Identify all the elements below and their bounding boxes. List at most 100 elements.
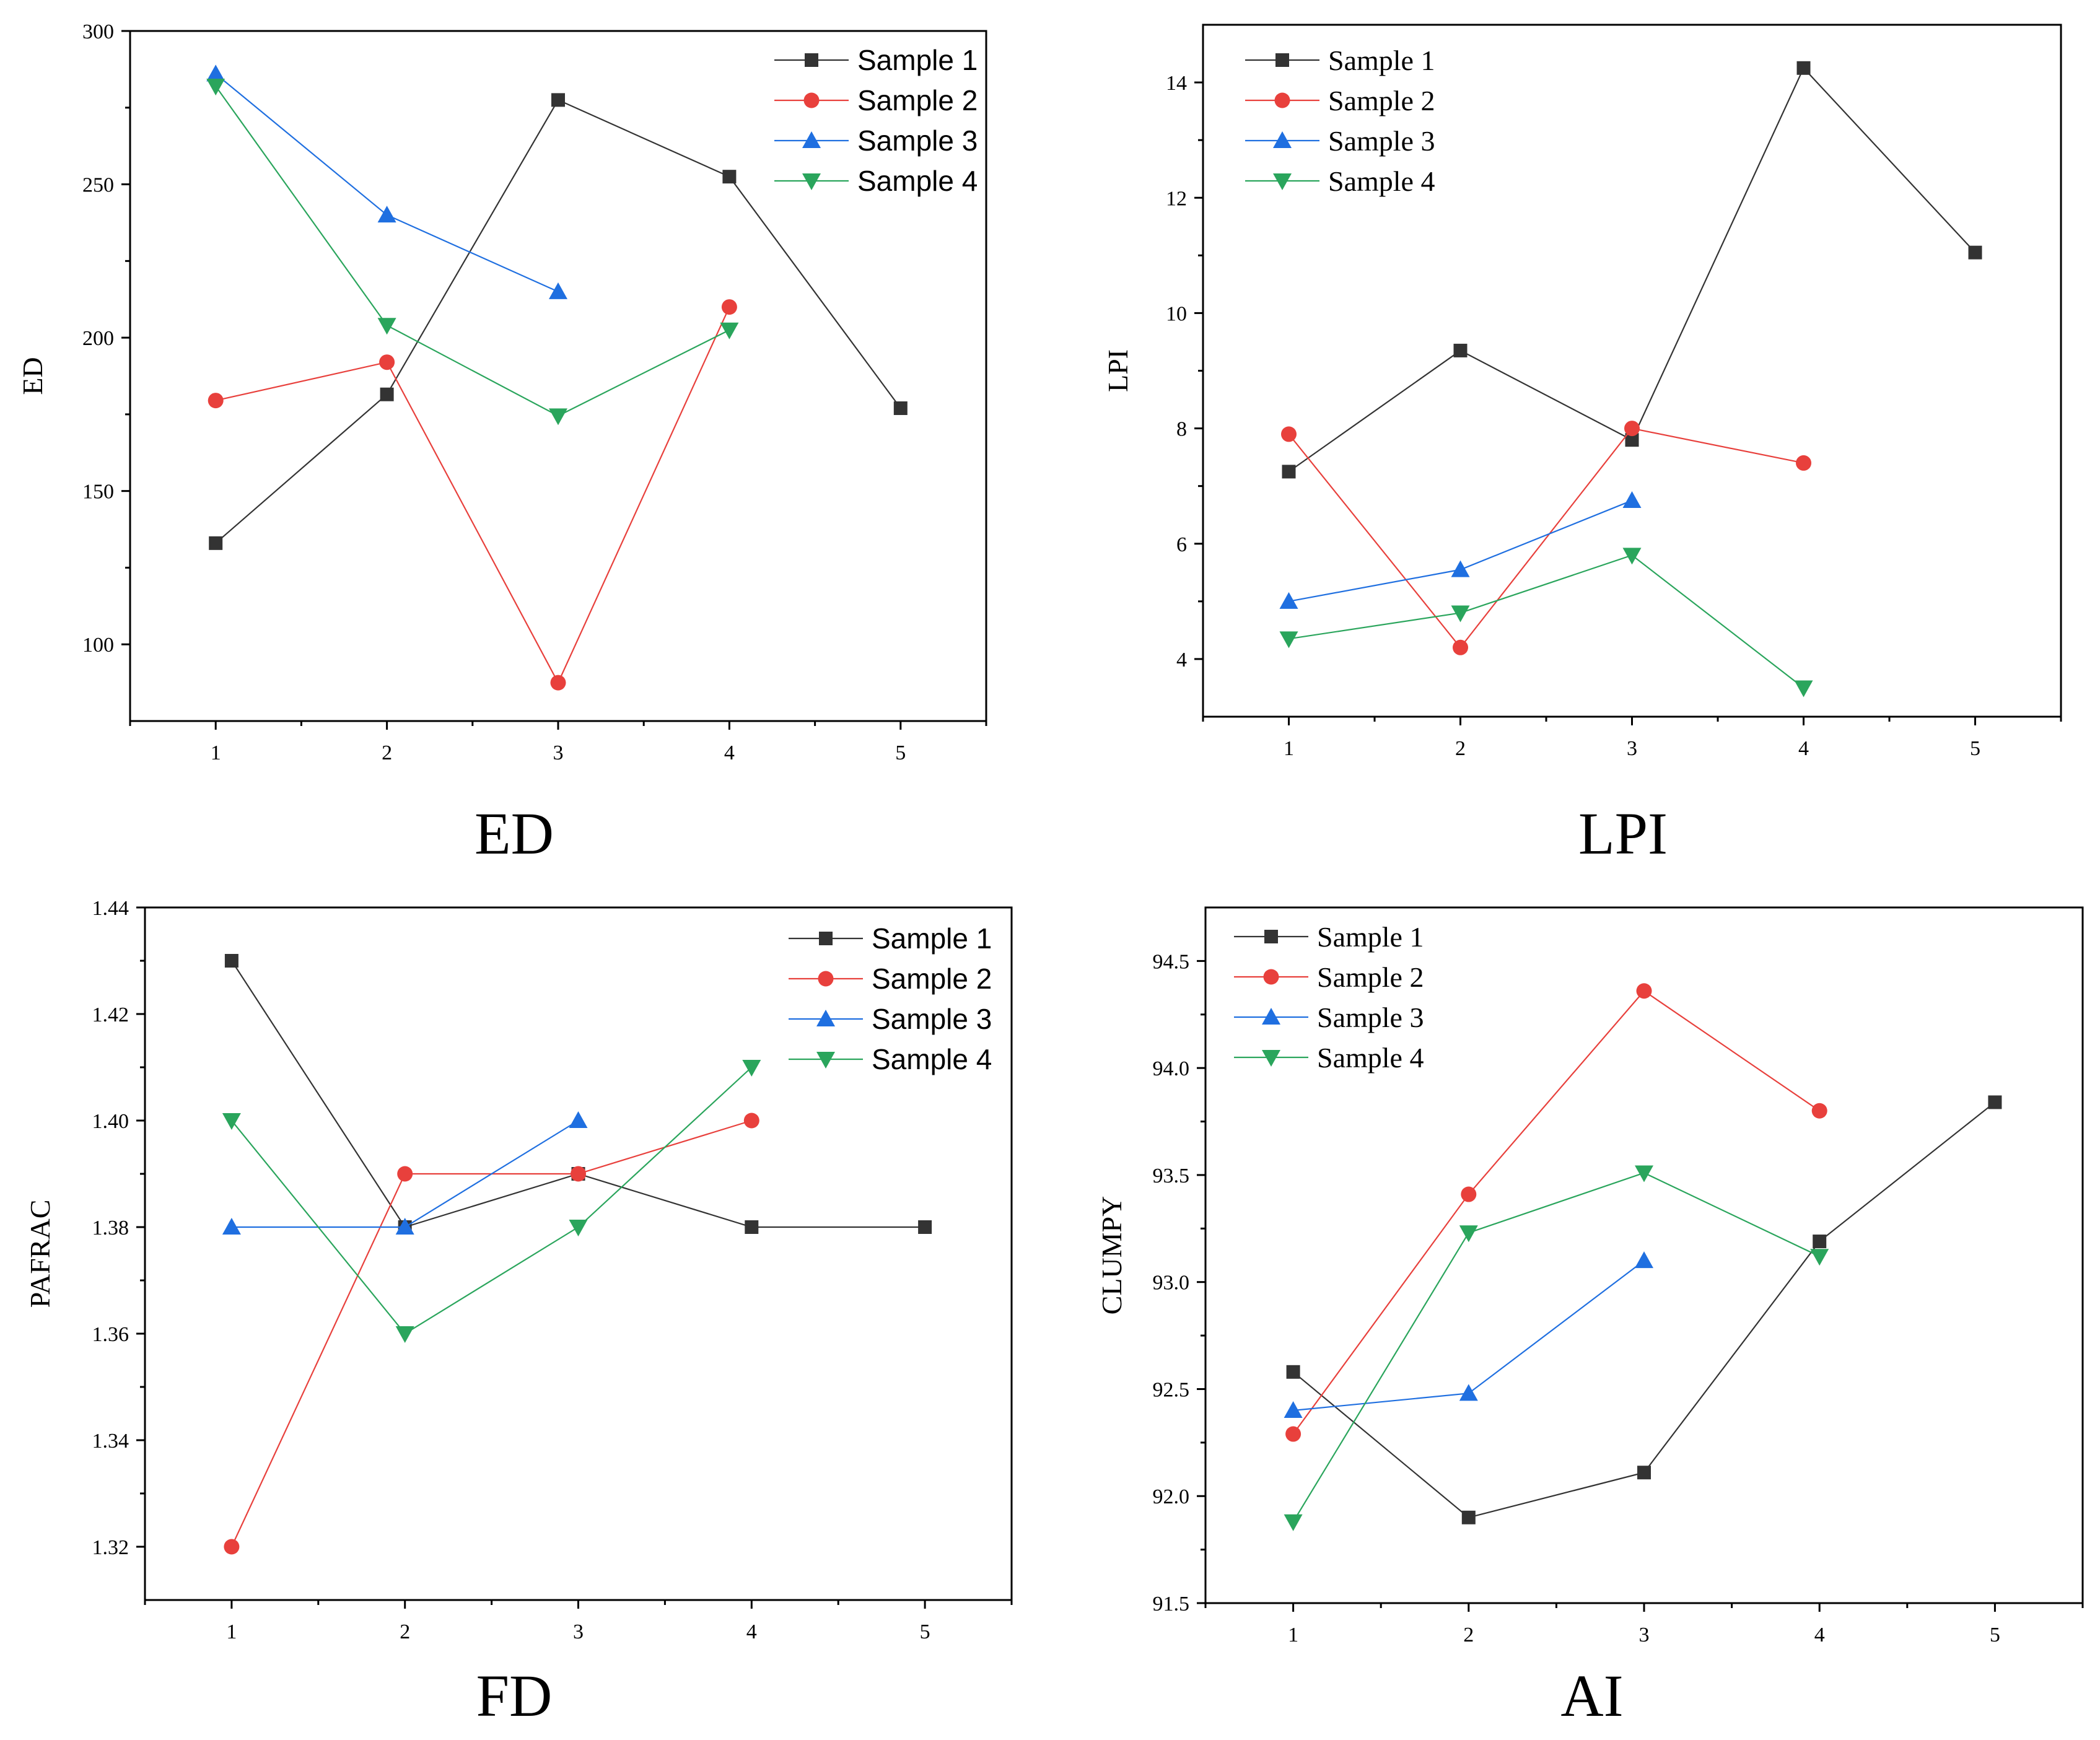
series-line — [215, 307, 730, 684]
data-point — [377, 318, 396, 335]
series-sample-2 — [1285, 983, 1827, 1442]
series-line — [215, 73, 559, 292]
legend-label: Sample 3 — [1317, 1002, 1424, 1033]
series-sample-4 — [222, 1060, 761, 1343]
x-tick-label: 2 — [1463, 1624, 1474, 1646]
y-tick-label: 300 — [82, 20, 114, 43]
y-tick-label: 10 — [1166, 302, 1187, 325]
data-point — [222, 1218, 241, 1235]
data-point — [1285, 1426, 1302, 1442]
data-point — [549, 282, 567, 299]
legend-marker — [802, 173, 821, 190]
y-tick-label: 8 — [1176, 418, 1187, 441]
data-point — [1635, 1165, 1653, 1183]
data-point — [1453, 343, 1468, 357]
legend-marker — [816, 1010, 835, 1026]
legend-marker — [805, 53, 818, 67]
data-point — [1281, 426, 1297, 442]
series-sample-1 — [1286, 1095, 2002, 1524]
data-point — [1279, 631, 1298, 649]
legend-label: Sample 4 — [857, 165, 978, 197]
legend-marker — [816, 1052, 835, 1069]
data-point — [1622, 548, 1642, 565]
data-point — [1279, 592, 1298, 609]
data-point — [1968, 245, 1982, 260]
data-point — [918, 1220, 932, 1234]
legend-label: Sample 4 — [872, 1043, 992, 1075]
legend-label: Sample 4 — [1328, 165, 1435, 197]
legend-label: Sample 1 — [1328, 45, 1435, 76]
legend-label: Sample 2 — [1328, 85, 1435, 116]
legend-marker — [818, 971, 834, 987]
data-point — [1461, 1510, 1476, 1524]
y-tick-label: 250 — [82, 174, 114, 197]
legend-label: Sample 1 — [857, 44, 978, 76]
legend-label: Sample 2 — [857, 84, 978, 116]
legend: Sample 1 Sample 2 Sample 3 Sample 4 — [774, 44, 978, 197]
series-line — [1292, 990, 1820, 1435]
series-sample-2 — [1281, 421, 1811, 655]
y-axis-label: PAFRAC — [24, 1200, 56, 1308]
x-tick-label: 3 — [573, 1620, 584, 1643]
data-point — [721, 299, 737, 315]
data-point — [551, 93, 565, 107]
x-tick-label: 4 — [724, 741, 735, 764]
data-point — [1625, 433, 1639, 447]
series-line — [1292, 1172, 1820, 1523]
y-tick-label: 94.5 — [1153, 950, 1190, 973]
x-tick-label: 4 — [1814, 1624, 1825, 1646]
legend-marker — [1264, 930, 1278, 943]
y-tick-label: 1.44 — [92, 897, 129, 920]
legend-label: Sample 1 — [872, 922, 992, 955]
data-point — [206, 79, 225, 96]
y-tick-label: 6 — [1176, 533, 1187, 556]
y-tick-label: 92.5 — [1153, 1378, 1190, 1401]
x-tick-label: 5 — [1990, 1624, 2000, 1646]
legend-marker — [1275, 53, 1289, 67]
data-point — [1459, 1225, 1478, 1243]
data-point — [1810, 1249, 1829, 1266]
data-point — [1622, 491, 1642, 508]
chart-panel-ai: 1 2 3 4 5 91.5 92.0 92.5 93.0 93.5 94.0 94.5 CLUMPY S… — [1096, 906, 2084, 1729]
data-point — [569, 1220, 588, 1236]
series-sample-1 — [224, 954, 932, 1234]
data-point — [1811, 1103, 1827, 1119]
x-tick-label: 2 — [1455, 737, 1466, 760]
y-axis-label: CLUMPY — [1096, 1196, 1127, 1315]
x-tick-label: 3 — [553, 741, 564, 764]
legend-label: Sample 4 — [1317, 1042, 1424, 1073]
data-point — [379, 354, 395, 370]
panel-caption: ED — [475, 800, 554, 867]
x-tick-label: 5 — [920, 1620, 930, 1643]
data-point — [1461, 1186, 1477, 1202]
y-tick-label: 150 — [82, 481, 114, 504]
data-point — [224, 1539, 240, 1555]
series-sample-4 — [1284, 1165, 1829, 1531]
data-point — [1451, 560, 1470, 577]
series-sample-3 — [222, 1111, 588, 1235]
legend-marker — [802, 131, 821, 148]
data-point — [1624, 421, 1640, 437]
data-point — [1286, 1365, 1300, 1379]
data-point — [720, 322, 739, 339]
legend-marker — [1273, 131, 1292, 148]
legend-label: Sample 1 — [1317, 921, 1424, 953]
legend-marker — [1262, 1008, 1280, 1025]
series-line — [231, 1067, 753, 1335]
series-sample-2 — [224, 1113, 759, 1555]
y-tick-label: 92.0 — [1153, 1485, 1190, 1508]
y-tick-label: 93.5 — [1153, 1165, 1190, 1187]
y-tick-label: 4 — [1176, 649, 1187, 671]
data-point — [1813, 1235, 1827, 1249]
y-axis-label: LPI — [1102, 349, 1134, 392]
data-point — [1459, 1384, 1478, 1401]
legend-marker — [819, 932, 833, 945]
series-sample-3 — [1284, 1251, 1653, 1419]
data-point — [743, 1113, 759, 1129]
data-point — [569, 1111, 588, 1128]
series-sample-4 — [1279, 548, 1813, 697]
legend: Sample 1 Sample 2 Sample 3 Sample 4 — [789, 922, 992, 1075]
